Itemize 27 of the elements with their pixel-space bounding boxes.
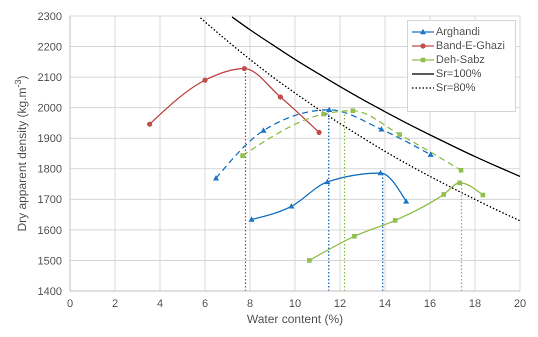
y-tick-label: 2000 <box>38 102 62 115</box>
x-tick-label: 6 <box>202 298 208 310</box>
x-tick-label: 8 <box>246 298 254 310</box>
x-tick-label: 20 <box>514 298 526 310</box>
legend-label: Sr=100% <box>436 68 482 80</box>
legend-label: Arghandi <box>436 26 480 38</box>
x-tick-label: 4 <box>156 298 164 310</box>
y-tick-label: 1800 <box>38 164 62 176</box>
y-tick-label: 1700 <box>38 194 62 206</box>
x-tick-label: 2 <box>112 298 118 310</box>
y-tick-label: 2200 <box>38 41 62 54</box>
x-tick-label: 18 <box>468 298 482 310</box>
x-tick-label: 16 <box>424 298 436 310</box>
x-tick-label: 0 <box>66 298 74 310</box>
y-tick-label: 2100 <box>38 72 62 84</box>
x-tick-label: 10 <box>288 298 302 310</box>
x-tick-label: 14 <box>378 298 392 310</box>
x-tick-label: 12 <box>334 298 346 310</box>
y-tick-label: 1900 <box>38 133 62 146</box>
y-tick-label: 1400 <box>38 286 62 298</box>
x-axis-title: Water content (%) <box>246 312 344 326</box>
legend-label: Deh-Sabz <box>436 54 485 66</box>
y-tick-label: 1500 <box>38 255 62 268</box>
legend-label: Sr=80% <box>436 82 476 94</box>
y-tick-label: 2300 <box>38 10 62 23</box>
legend-label: Band-E-Ghazi <box>436 40 505 52</box>
y-tick-label: 1600 <box>38 224 62 237</box>
